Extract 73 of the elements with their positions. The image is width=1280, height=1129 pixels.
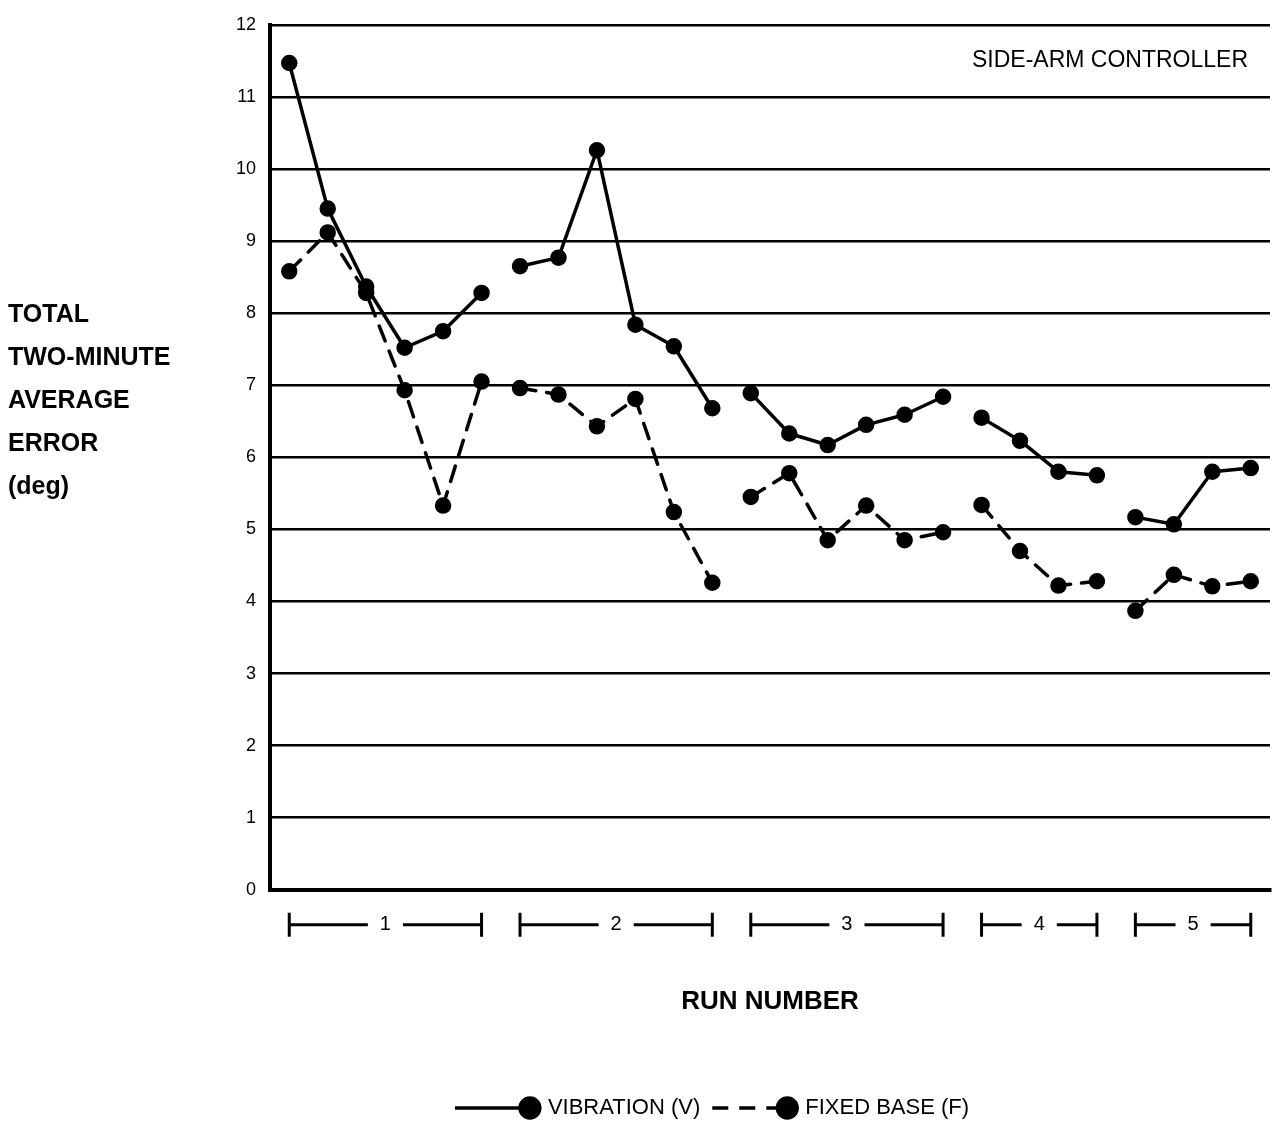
text: 4 xyxy=(1033,912,1045,935)
point xyxy=(704,400,721,417)
text: 5 xyxy=(1187,912,1199,935)
point xyxy=(1165,516,1183,533)
point xyxy=(934,524,952,541)
point xyxy=(1242,573,1260,590)
point xyxy=(1011,542,1029,560)
y-tick-label: 11 xyxy=(237,85,257,106)
y-tick-label: 12 xyxy=(235,13,257,34)
point xyxy=(1127,508,1144,526)
y-tick-label: 9 xyxy=(246,230,257,251)
point xyxy=(511,379,529,397)
point xyxy=(319,200,336,217)
point xyxy=(934,388,952,405)
point xyxy=(319,224,336,241)
point xyxy=(780,425,798,442)
point xyxy=(819,436,836,454)
point xyxy=(434,322,452,340)
y-tick-label: 4 xyxy=(246,590,257,611)
point xyxy=(473,284,490,302)
point xyxy=(588,418,606,435)
y-tick-label: 1 xyxy=(246,806,257,827)
point xyxy=(588,141,606,159)
point xyxy=(1011,432,1029,449)
point xyxy=(1204,463,1221,480)
point xyxy=(550,386,567,403)
point xyxy=(281,54,298,72)
text: 1 xyxy=(379,912,391,935)
point xyxy=(704,574,721,591)
point xyxy=(473,373,490,390)
point xyxy=(896,531,913,549)
y-tick-label: 6 xyxy=(246,446,257,467)
point xyxy=(896,406,913,424)
point xyxy=(780,464,798,482)
y-tick-label: 5 xyxy=(246,518,257,539)
point xyxy=(857,497,875,514)
point xyxy=(1088,573,1106,590)
y-tick-label: 2 xyxy=(246,734,257,755)
point xyxy=(1242,459,1260,477)
point xyxy=(857,416,875,434)
point xyxy=(973,409,990,426)
point xyxy=(973,496,990,514)
y-tick-label: 8 xyxy=(246,302,257,323)
point xyxy=(281,263,298,280)
text: 2 xyxy=(610,912,622,935)
point xyxy=(665,338,683,355)
y-tick-label: 0 xyxy=(246,878,257,899)
y-tick-label: 10 xyxy=(235,157,257,178)
y-tick-label: 7 xyxy=(246,374,257,395)
point xyxy=(1165,566,1183,584)
point xyxy=(511,258,529,275)
point xyxy=(1127,602,1144,620)
point xyxy=(396,339,413,356)
point xyxy=(627,390,644,408)
point xyxy=(434,497,452,514)
point xyxy=(742,488,760,506)
legend-label: FIXED BASE (F) xyxy=(805,1094,970,1120)
point xyxy=(1088,467,1106,484)
x-axis-title: RUN NUMBER xyxy=(681,984,860,1015)
point xyxy=(665,503,683,521)
text: SIDE-ARM CONTROLLER xyxy=(971,46,1248,73)
y-tick-label: 3 xyxy=(246,662,257,683)
text: 3 xyxy=(841,912,853,935)
point xyxy=(1050,577,1067,594)
point xyxy=(396,382,413,399)
point xyxy=(1050,463,1067,480)
point xyxy=(627,316,644,333)
legend-label: VIBRATION (V) xyxy=(547,1094,701,1120)
point xyxy=(1204,578,1221,595)
point xyxy=(819,531,836,549)
point xyxy=(742,384,760,402)
point xyxy=(550,249,567,266)
y-axis-title: TOTAL TWO-MINUTE AVERAGE ERROR (deg) xyxy=(8,298,171,501)
